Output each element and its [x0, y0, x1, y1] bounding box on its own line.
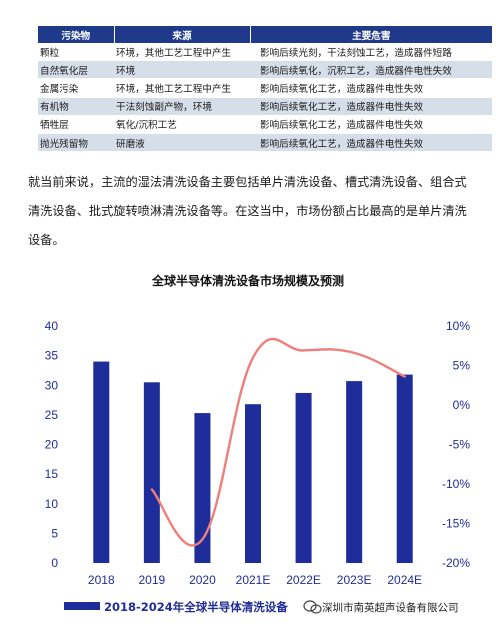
x-tick-label: 2018 — [88, 573, 115, 587]
left-axis-ticks: 0 5 10 15 20 25 30 35 40 — [45, 319, 59, 570]
cell-source: 环境 — [114, 60, 250, 80]
cell-contaminant: 金属污染 — [38, 78, 114, 98]
contaminant-table: 污染物 来源 主要危害 颗粒 环境，其他工艺工程中产生 影响后续光刻，干法刻蚀工… — [38, 26, 492, 153]
cell-source: 研磨液 — [114, 133, 250, 153]
y-tick-label: 0 — [51, 556, 58, 570]
y2-tick-label: -5% — [449, 438, 471, 452]
table-header-row: 污染物 来源 主要危害 — [38, 26, 492, 43]
cell-contaminant: 颗粒 — [38, 43, 114, 62]
table-row: 自然氧化层 环境 影响后续氧化，沉积工艺，造成器件电性失效 — [38, 60, 492, 80]
cell-contaminant: 有机物 — [38, 97, 114, 116]
bar-2018 — [93, 361, 110, 563]
y-tick-label: 30 — [45, 378, 59, 392]
y2-tick-label: -20% — [442, 556, 470, 570]
y-tick-label: 10 — [45, 497, 59, 511]
cell-contaminant: 抛光残留物 — [38, 133, 114, 153]
wechat-icon — [303, 600, 322, 614]
y2-tick-label: 0% — [453, 398, 471, 412]
header-source: 来源 — [114, 26, 251, 43]
growth-line — [150, 337, 406, 547]
y2-tick-label: 5% — [453, 359, 471, 373]
cell-source: 氧化/沉积工艺 — [114, 115, 250, 134]
y-tick-label: 5 — [51, 526, 58, 540]
category-axis-ticks: 2018 2019 2020 2021E 2022E 2023E 2024E — [88, 573, 422, 587]
cell-harm: 影响后续氧化工艺，造成器件电性失效 — [250, 97, 492, 116]
table-row: 牺牲层 氧化/沉积工艺 影响后续氧化工艺，造成器件电性失效 — [38, 115, 492, 134]
x-tick-label: 2019 — [139, 573, 166, 587]
chart-title: 全球半导体清洗设备市场规模及预测 — [151, 274, 344, 288]
table-row: 抛光残留物 研磨液 影响后续氧化工艺，造成器件电性失效 — [38, 133, 492, 153]
x-tick-label: 2020 — [189, 573, 216, 587]
watermark-text: 深圳市南英超声设备有限公司 — [322, 601, 459, 614]
cell-contaminant: 牺牲层 — [38, 115, 114, 134]
right-axis-ticks: 10% 5% 0% -5% -10% -15% -20% — [442, 319, 470, 570]
y-tick-label: 25 — [45, 408, 59, 422]
y2-tick-label: -10% — [442, 477, 470, 491]
x-tick-label: 2024E — [387, 573, 422, 587]
y2-tick-label: -15% — [442, 517, 470, 531]
bar-2019 — [143, 382, 160, 563]
legend-label: 2018-2024年全球半导体清洗设备 — [104, 600, 288, 614]
legend-swatch — [64, 602, 100, 610]
bar-2021E — [245, 404, 261, 563]
x-tick-label: 2021E — [236, 573, 271, 587]
cell-source: 环境，其他工艺工程中产生 — [114, 43, 250, 62]
header-harm: 主要危害 — [250, 26, 492, 43]
cell-harm: 影响后续氧化工艺，造成器件电性失效 — [250, 78, 492, 98]
watermark: 深圳市南英超声设备有限公司 — [300, 596, 490, 618]
cell-harm: 影响后续光刻，干法刻蚀工艺，造成器件短路 — [250, 43, 492, 62]
watermark-backdrop — [300, 596, 490, 618]
x-tick-label: 2023E — [337, 573, 372, 587]
bar-2020 — [194, 413, 211, 563]
cell-source: 干法刻蚀副产物，环境 — [114, 97, 250, 116]
cell-harm: 影响后续氧化工艺，造成器件电性失效 — [250, 133, 492, 153]
cell-source: 环境，其他工艺工程中产生 — [114, 78, 250, 98]
y-tick-label: 15 — [45, 467, 59, 481]
table-row: 金属污染 环境，其他工艺工程中产生 影响后续氧化工艺，造成器件电性失效 — [38, 78, 492, 98]
cell-contaminant: 自然氧化层 — [38, 60, 114, 80]
table-row: 颗粒 环境，其他工艺工程中产生 影响后续光刻，干法刻蚀工艺，造成器件短路 — [38, 43, 492, 62]
cell-harm: 影响后续氧化工艺，造成器件电性失效 — [250, 115, 492, 134]
growth-line-series — [150, 337, 406, 547]
y-tick-label: 20 — [45, 438, 59, 452]
header-contaminant: 污染物 — [38, 26, 115, 43]
cell-harm: 影响后续氧化，沉积工艺，造成器件电性失效 — [250, 60, 492, 80]
bar-2023E — [346, 381, 363, 563]
bar-2022E — [295, 392, 312, 563]
bar-series — [93, 361, 413, 563]
y-tick-label: 40 — [45, 319, 59, 333]
bar-2024E — [396, 374, 413, 563]
legend: 2018-2024年全球半导体清洗设备 — [64, 600, 288, 614]
y-tick-label: 35 — [45, 349, 59, 363]
y2-tick-label: 10% — [446, 319, 470, 333]
table-row: 有机物 干法刻蚀副产物，环境 影响后续氧化工艺，造成器件电性失效 — [38, 97, 492, 116]
x-tick-label: 2022E — [286, 573, 321, 587]
body-paragraph: 就当前来说，主流的湿法清洗设备主要包括单片清洗设备、槽式清洗设备、组合式清洗设备… — [28, 175, 467, 247]
